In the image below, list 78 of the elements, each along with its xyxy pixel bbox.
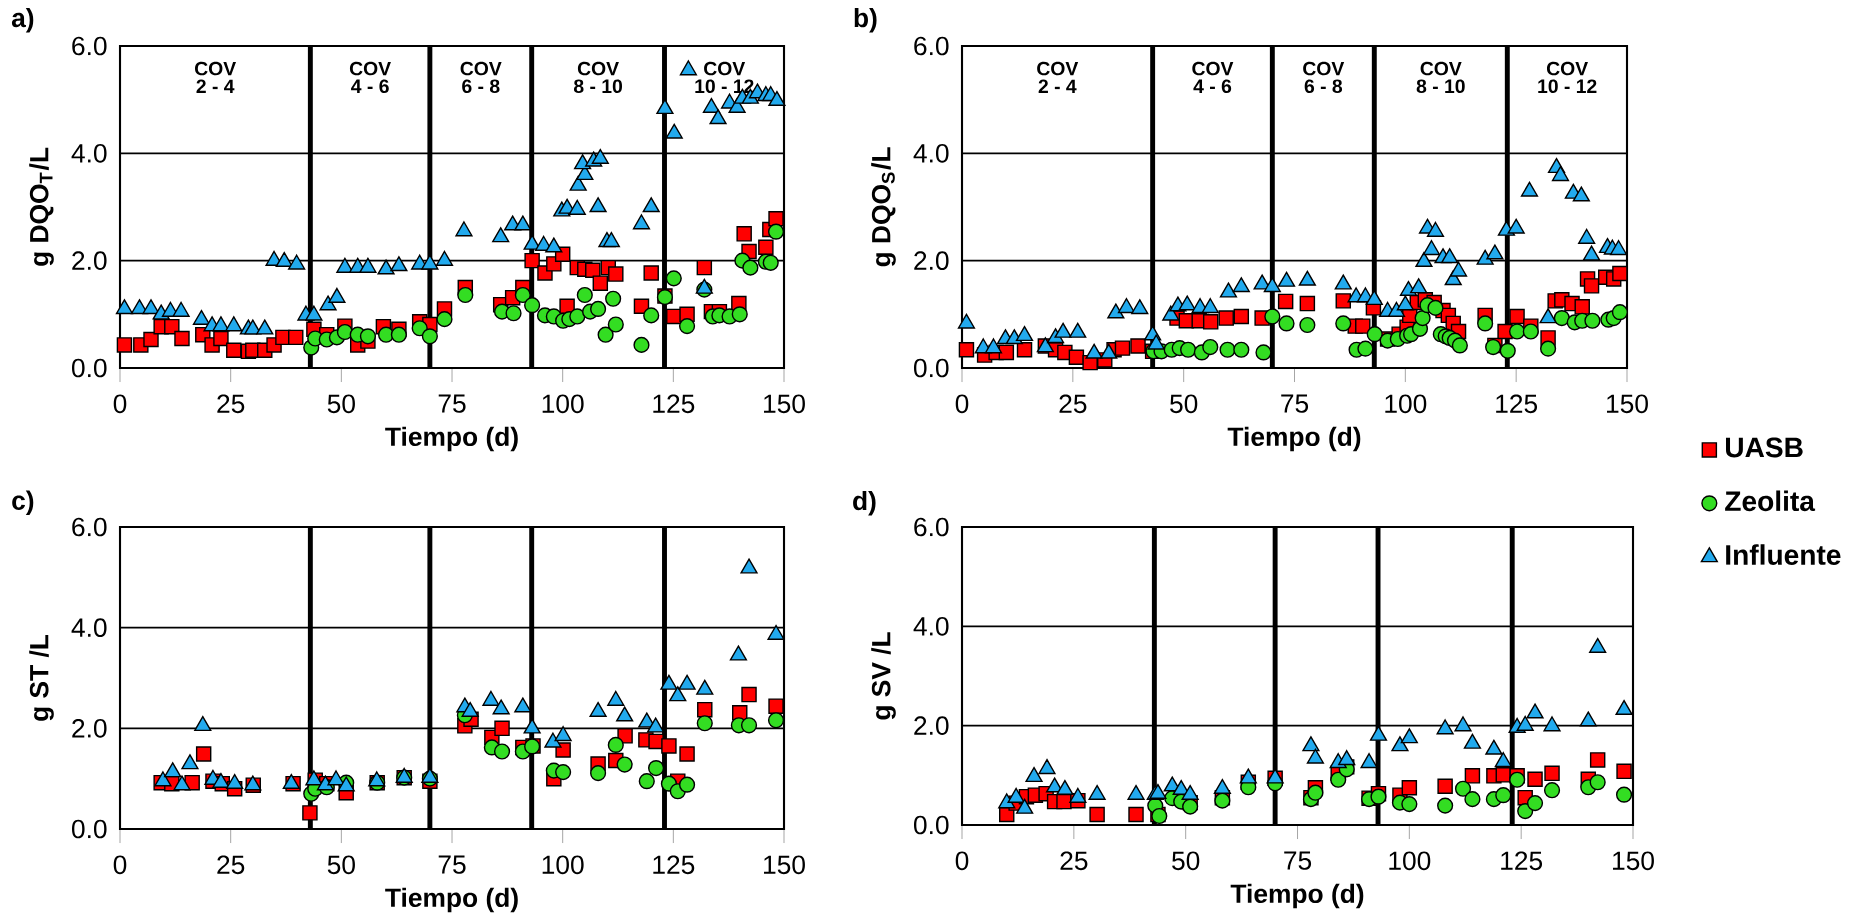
x-tick-label: 150 [1613, 851, 1654, 871]
annotation: COV [577, 61, 619, 76]
x-tick-label: 100 [1389, 851, 1431, 871]
x-tick-label: 75 [1281, 394, 1309, 413]
annotation: COV [1037, 61, 1079, 76]
annotation: COV [1303, 61, 1345, 76]
annotation: 2 - 4 [1038, 79, 1077, 93]
y-tick-label: 2.0 [72, 251, 107, 270]
y-tick-label: 4.0 [913, 143, 949, 163]
y-tick-label: 0.0 [72, 358, 107, 378]
x-tick-label: 125 [653, 855, 695, 875]
x-tick-label: 125 [1501, 851, 1543, 871]
x-tick-label: 0 [955, 394, 969, 414]
y-axis-title: g DQO$_{T}$/L [29, 147, 54, 266]
y-tick-label: 6.0 [72, 517, 107, 537]
y-tick-label: 4.0 [71, 143, 107, 163]
x-tick-label: 100 [542, 855, 584, 875]
x-tick-label: 25 [217, 394, 245, 414]
x-tick-label: 0 [113, 394, 127, 414]
y-tick-label: 0.0 [914, 815, 949, 835]
chart-title: d) [853, 490, 876, 516]
x-tick-label: 150 [764, 394, 805, 414]
y-axis-title: g ST /L [29, 634, 54, 721]
x-tick-label: 75 [438, 855, 466, 874]
y-tick-label: 4.0 [913, 616, 949, 636]
annotation: COV [1546, 61, 1588, 76]
chart-title: a) [11, 7, 34, 33]
x-tick-label: 50 [1172, 851, 1200, 871]
y-tick-label: 0.0 [914, 358, 949, 378]
x-tick-label: 125 [653, 394, 695, 414]
annotation: COV [1420, 61, 1462, 76]
annotation: 4 - 6 [351, 79, 389, 94]
y-tick-label: 6.0 [914, 517, 949, 537]
y-tick-label: 2.0 [914, 251, 949, 270]
x-tick-label: 25 [217, 855, 245, 875]
y-tick-label: 6.0 [914, 36, 949, 56]
x-tick-label: 50 [327, 855, 355, 875]
y-tick-label: 6.0 [72, 36, 107, 56]
x-tick-label: 150 [1607, 394, 1648, 414]
y-tick-label: 2.0 [914, 716, 949, 735]
annotation: 4 - 6 [1193, 79, 1232, 94]
x-tick-label: 100 [542, 394, 584, 414]
x-axis-title: Tiempo (d) [385, 887, 518, 913]
x-axis-title: Tiempo (d) [385, 426, 518, 452]
legend-label: Influente [1726, 544, 1841, 565]
y-tick-label: 0.0 [72, 819, 107, 839]
x-tick-label: 75 [1284, 851, 1312, 870]
x-tick-label: 25 [1060, 851, 1088, 871]
y-axis-title: g DQO$_{S}$/L [871, 147, 896, 267]
y-axis-title: g SV /L [871, 632, 896, 720]
x-tick-label: 75 [438, 394, 466, 413]
annotation: COV [349, 61, 391, 76]
x-tick-label: 50 [1170, 394, 1198, 414]
x-tick-label: 0 [955, 851, 969, 871]
legend-label: Zeolita [1725, 490, 1816, 512]
y-tick-label: 4.0 [71, 618, 107, 637]
annotation: COV [704, 61, 746, 76]
x-axis-title: Tiempo (d) [1230, 883, 1364, 909]
chart-title: c) [12, 490, 34, 516]
x-tick-label: 125 [1496, 394, 1538, 414]
annotation: COV [460, 61, 502, 76]
x-tick-label: 0 [113, 855, 127, 875]
annotation: 2 - 4 [196, 79, 235, 93]
x-tick-label: 150 [764, 855, 805, 875]
annotation: 8 - 10 [573, 79, 623, 94]
legend-label: UASB [1726, 437, 1803, 458]
annotation: COV [1192, 61, 1234, 76]
annotation: 6 - 8 [462, 79, 500, 94]
x-axis-title: Tiempo (d) [1227, 426, 1361, 452]
annotation: 6 - 8 [1304, 79, 1343, 94]
x-tick-label: 100 [1385, 394, 1427, 414]
annotation: 8 - 10 [1416, 79, 1465, 94]
annotation: COV [195, 61, 237, 76]
annotation: 10 - 12 [1538, 79, 1597, 94]
chart-title: b) [854, 7, 877, 33]
x-tick-label: 50 [327, 394, 355, 414]
y-tick-label: 2.0 [72, 718, 107, 738]
x-tick-label: 25 [1059, 394, 1087, 414]
